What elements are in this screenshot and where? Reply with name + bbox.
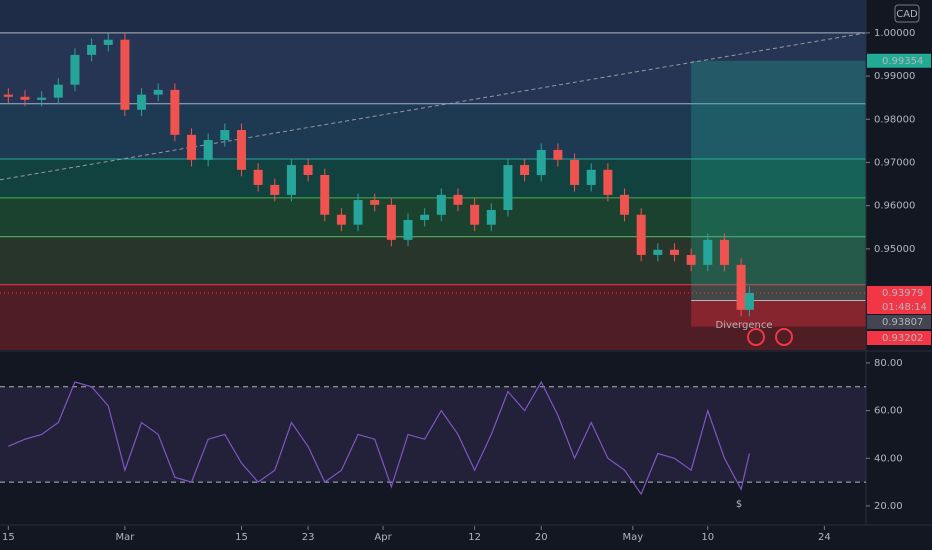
y-tick-label: 20.00 xyxy=(874,501,903,512)
position-target xyxy=(691,60,866,301)
target-label-bg xyxy=(867,53,931,68)
x-tick-label: 15 xyxy=(235,532,248,543)
annotation: $ xyxy=(736,499,742,510)
target-label: 0.99354 xyxy=(882,56,923,67)
candle-body xyxy=(436,194,446,215)
y-tick-label: 40.00 xyxy=(874,453,903,464)
candle-body xyxy=(253,169,263,185)
currency-box xyxy=(894,4,920,23)
candle-body xyxy=(53,84,63,98)
annotation: Divergence xyxy=(716,320,773,331)
y-tick-label: 0.98000 xyxy=(874,114,915,125)
last-price-label: 0.93979 xyxy=(882,288,923,299)
x-tick-label: Apr xyxy=(374,532,392,543)
y-tick-label: 80.00 xyxy=(874,358,903,369)
candle-body xyxy=(470,204,480,225)
trendline xyxy=(0,32,867,181)
y-tick-label: 0.97000 xyxy=(874,157,915,168)
fib-zone xyxy=(0,0,866,33)
candle-body xyxy=(536,149,546,175)
fib-zone xyxy=(0,197,866,237)
entry-label-bg xyxy=(867,315,931,330)
candle-body xyxy=(120,39,130,110)
y-tick-label: 1.00000 xyxy=(874,28,915,39)
y-tick-label: 60.00 xyxy=(874,406,903,417)
candle-body xyxy=(686,254,696,265)
rsi-line xyxy=(8,380,751,496)
countdown: 01:48:14 xyxy=(882,302,927,313)
y-tick-label: 0.95000 xyxy=(874,244,915,255)
stop-label-bg xyxy=(867,331,931,346)
candle-body xyxy=(636,214,646,255)
candle-body xyxy=(87,44,97,55)
x-tick-label: 20 xyxy=(535,532,548,543)
position-stop xyxy=(691,300,866,327)
candle-body xyxy=(744,293,754,310)
candle-body xyxy=(570,159,580,185)
fib-zone xyxy=(0,32,866,104)
last-price-bg xyxy=(867,286,931,315)
event-icon xyxy=(747,328,765,346)
candle-body xyxy=(353,200,363,225)
candle-body xyxy=(270,184,280,195)
fib-zone xyxy=(0,103,866,160)
candle-body xyxy=(303,165,313,175)
candle-body xyxy=(336,214,346,225)
x-tick-label: 10 xyxy=(701,532,714,543)
x-tick-label: Mar xyxy=(115,532,135,543)
entry-label: 0.93807 xyxy=(882,317,923,328)
candle-body xyxy=(170,89,180,135)
candle-body xyxy=(520,165,530,175)
candle-body xyxy=(603,169,613,195)
candle-body xyxy=(37,97,47,100)
candle-body xyxy=(220,130,230,140)
x-tick-label: 24 xyxy=(818,532,831,543)
y-tick-label: 0.99000 xyxy=(874,71,915,82)
candle-body xyxy=(403,219,413,240)
candle-body xyxy=(486,210,496,225)
candle-body xyxy=(103,39,113,45)
candle-body xyxy=(153,89,163,95)
candle-body xyxy=(586,169,596,185)
candle-body xyxy=(719,239,729,265)
candle-body xyxy=(420,214,430,220)
candle-body xyxy=(553,149,563,160)
currency: CAD xyxy=(896,9,918,20)
x-tick-label: 23 xyxy=(302,532,315,543)
candle-body xyxy=(669,249,679,255)
candle-body xyxy=(503,165,513,210)
candle-body xyxy=(453,194,463,205)
candle-body xyxy=(203,140,213,160)
candle-body xyxy=(703,239,713,265)
candle-body xyxy=(653,249,663,255)
x-tick-label: May xyxy=(623,532,644,543)
candle-body xyxy=(20,96,30,100)
candle-body xyxy=(187,134,197,160)
candle-body xyxy=(137,94,147,110)
rsi-band xyxy=(0,386,866,483)
candle-body xyxy=(370,200,380,205)
x-tick-label: 15 xyxy=(2,532,15,543)
candle-body xyxy=(236,130,246,170)
candle-body xyxy=(286,165,296,195)
candle-body xyxy=(736,264,746,310)
x-tick-label: 12 xyxy=(468,532,481,543)
y-tick-label: 0.96000 xyxy=(874,201,915,212)
stop-label: 0.93202 xyxy=(882,333,923,344)
candle-body xyxy=(320,175,330,215)
candle-body xyxy=(620,194,630,215)
candle-body xyxy=(386,204,396,240)
fib-zone xyxy=(0,284,866,350)
fib-zone xyxy=(0,159,866,198)
candle-body xyxy=(70,54,80,85)
candle-body xyxy=(3,94,13,97)
event-icon xyxy=(775,328,793,346)
